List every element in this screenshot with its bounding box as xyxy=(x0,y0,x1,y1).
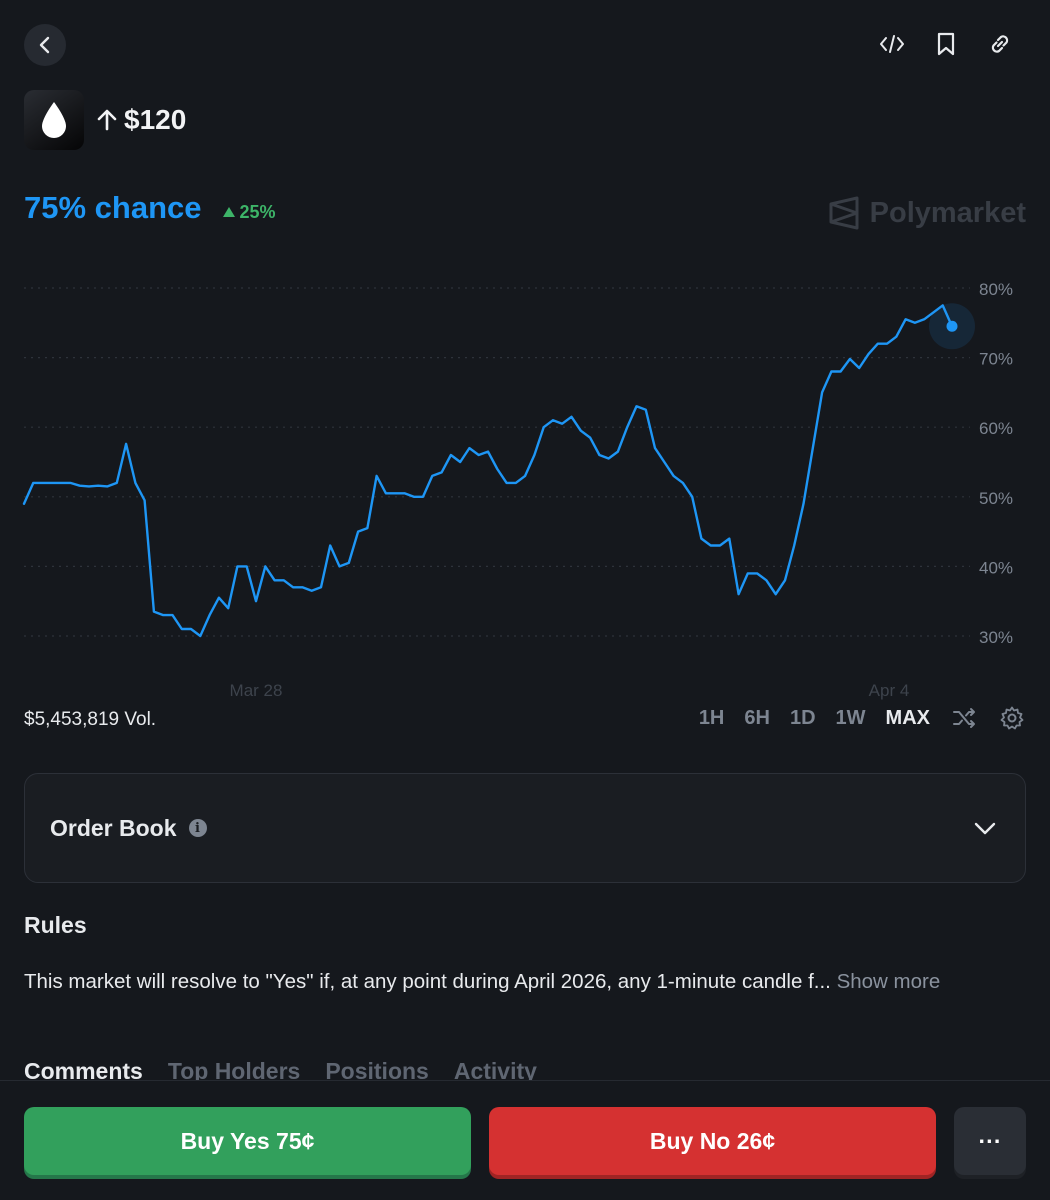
shuffle-icon xyxy=(953,708,975,728)
top-bar xyxy=(0,0,1050,90)
x-tick-label: Apr 4 xyxy=(869,681,910,700)
detail-tabs: Comments Top Holders Positions Activity xyxy=(24,1058,537,1085)
market-title-text: $120 xyxy=(124,104,187,135)
series-line xyxy=(22,304,954,638)
y-tick-label: 60% xyxy=(979,419,1013,438)
triangle-up-icon xyxy=(222,207,235,217)
order-book-title: Order Book xyxy=(50,814,177,841)
range-6h[interactable]: 6H xyxy=(744,706,770,729)
show-more-link[interactable]: Show more xyxy=(836,970,941,993)
volume-label: $5,453,819 Vol. xyxy=(24,709,157,730)
chevron-left-icon xyxy=(39,36,50,54)
brand-watermark: Polymarket xyxy=(828,196,1026,230)
rules-text: This market will resolve to "Yes" if, at… xyxy=(24,970,1026,994)
change-value: 25% xyxy=(239,201,276,222)
rules-body: This market will resolve to "Yes" if, at… xyxy=(24,970,831,993)
tab-comments[interactable]: Comments xyxy=(24,1058,143,1084)
bottom-action-bar: Buy Yes 75¢ Buy No 26¢ ··· xyxy=(0,1080,1050,1200)
y-tick-label: 70% xyxy=(979,350,1013,369)
droplet-icon xyxy=(42,102,66,138)
market-title: $120 xyxy=(96,104,186,136)
polymarket-logo-icon xyxy=(829,196,859,230)
change-badge: 25% xyxy=(222,202,276,223)
x-tick-label: Mar 28 xyxy=(230,681,283,700)
range-1d[interactable]: 1D xyxy=(789,706,816,729)
chevron-down-icon xyxy=(970,813,1000,843)
time-range-selector: 1H 6H 1D 1W MAX xyxy=(699,704,1026,732)
tab-positions[interactable]: Positions xyxy=(325,1058,429,1084)
range-1w[interactable]: 1W xyxy=(835,706,866,729)
tab-top-holders[interactable]: Top Holders xyxy=(167,1058,301,1084)
copy-link-button[interactable] xyxy=(984,28,1016,60)
y-tick-label: 80% xyxy=(979,280,1013,299)
link-icon xyxy=(991,35,1009,53)
more-options-button[interactable]: ··· xyxy=(954,1107,1026,1175)
embed-code-button[interactable] xyxy=(876,28,908,60)
market-header: $120 xyxy=(24,90,186,150)
arrow-up-icon xyxy=(97,109,117,131)
price-chart: 80% 70% 60% 50% 40% 30% Mar 28 Apr 4 xyxy=(22,280,1013,700)
market-logo xyxy=(24,90,84,150)
tab-activity[interactable]: Activity xyxy=(453,1058,537,1084)
back-button[interactable] xyxy=(24,24,66,66)
gear-icon xyxy=(1000,706,1024,730)
order-book-accordion[interactable]: Order Book i xyxy=(24,773,1026,883)
buy-yes-button[interactable]: Buy Yes 75¢ xyxy=(24,1107,471,1175)
rules-heading: Rules xyxy=(24,912,87,938)
y-tick-label: 50% xyxy=(979,489,1013,508)
range-max[interactable]: MAX xyxy=(885,706,930,729)
y-tick-label: 30% xyxy=(979,628,1013,647)
brand-name: Polymarket xyxy=(869,196,1026,229)
chance-row: 75% chance 25% xyxy=(24,190,276,226)
buy-no-button[interactable]: Buy No 26¢ xyxy=(489,1107,936,1175)
bookmark-icon xyxy=(937,32,955,56)
code-icon xyxy=(880,35,904,53)
chart-settings-button[interactable] xyxy=(998,704,1026,732)
info-icon[interactable]: i xyxy=(188,819,207,837)
bookmark-button[interactable] xyxy=(930,28,962,60)
shuffle-button[interactable] xyxy=(950,704,978,732)
y-tick-label: 40% xyxy=(979,558,1013,577)
chance-value: 75% chance xyxy=(24,190,202,225)
range-1h[interactable]: 1H xyxy=(698,706,725,729)
top-actions xyxy=(876,28,1016,60)
current-point xyxy=(946,320,958,332)
